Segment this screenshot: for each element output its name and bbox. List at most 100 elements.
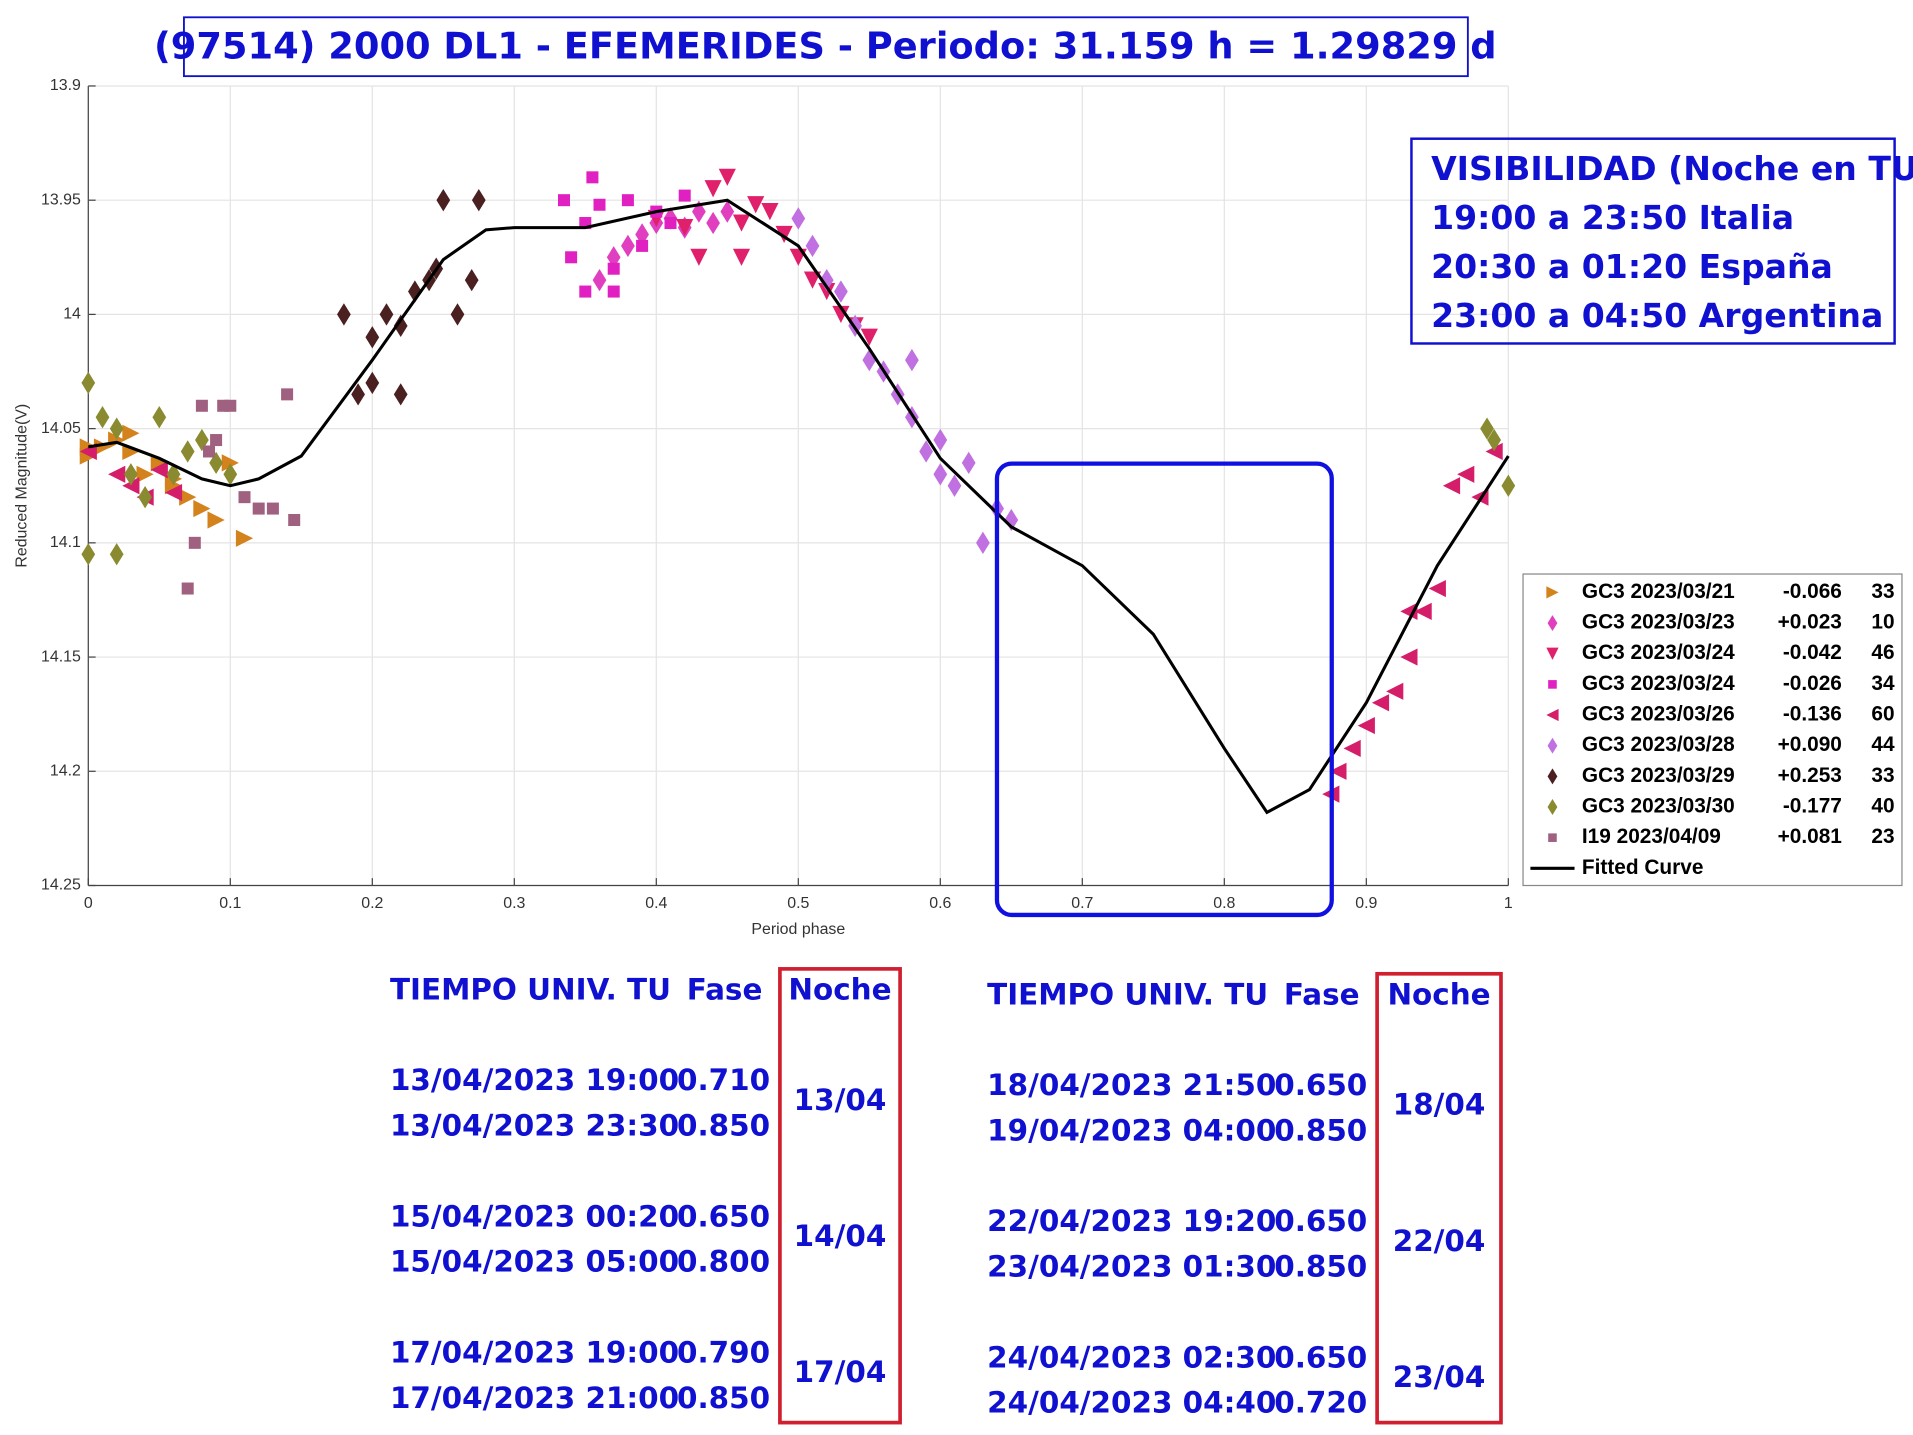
night-box — [778, 967, 902, 1425]
data-point — [181, 582, 194, 595]
y-tick-label: 13.95 — [41, 191, 81, 208]
data-point — [860, 328, 878, 346]
x-tick-label: 1 — [1504, 895, 1513, 912]
data-point — [1329, 762, 1347, 780]
table-header: TIEMPO UNIV. TU — [987, 977, 1268, 1011]
data-point — [281, 388, 294, 401]
data-point — [704, 180, 722, 198]
legend-label: GC3 2023/03/23 — [1582, 611, 1735, 634]
data-point — [1400, 602, 1418, 620]
visibility-line: 20:30 a 01:20 España — [1431, 247, 1833, 286]
data-point — [193, 499, 211, 518]
data-point — [179, 488, 197, 506]
legend-offset: -0.066 — [1783, 580, 1842, 603]
data-point — [164, 484, 183, 502]
time-cell: 17/04/2023 19:00 — [390, 1335, 679, 1369]
data-point — [188, 536, 201, 549]
legend-marker — [1548, 833, 1557, 842]
table-header: Noche — [1387, 977, 1490, 1011]
data-point — [109, 417, 124, 440]
time-cell: 13/04/2023 23:30 — [390, 1109, 679, 1143]
phase-cell: 0.720 — [1274, 1386, 1367, 1420]
x-tick-label: 0.8 — [1213, 895, 1235, 912]
data-point — [138, 485, 152, 509]
visibility-box — [1410, 137, 1896, 345]
data-point — [947, 474, 962, 497]
legend-count: 34 — [1871, 672, 1895, 695]
legend-count: 60 — [1871, 703, 1894, 726]
data-point — [775, 225, 793, 244]
legend-label: GC3 2023/03/21 — [1582, 580, 1735, 603]
data-point — [706, 211, 720, 235]
data-point — [676, 219, 694, 237]
legend-marker — [1547, 799, 1558, 815]
visibility-line: 19:00 a 23:50 Italia — [1431, 198, 1794, 237]
legend-label: Fitted Curve — [1582, 856, 1704, 879]
night-cell: 18/04 — [1393, 1088, 1486, 1122]
phase-cell: 0.650 — [677, 1199, 770, 1233]
data-point — [471, 189, 486, 212]
legend-count: 46 — [1871, 641, 1894, 664]
legend-offset: -0.026 — [1783, 672, 1842, 695]
data-point — [718, 168, 736, 186]
legend-label: GC3 2023/03/26 — [1582, 703, 1735, 726]
time-cell: 22/04/2023 19:20 — [987, 1204, 1276, 1238]
night-cell: 23/04 — [1393, 1360, 1486, 1394]
data-point — [557, 194, 571, 207]
data-point — [436, 189, 451, 212]
legend-box — [1522, 573, 1903, 887]
data-point — [579, 285, 592, 298]
x-tick-label: 0.4 — [645, 895, 667, 912]
table-header: Fase — [687, 972, 763, 1006]
phase-cell: 0.850 — [677, 1109, 770, 1143]
phase-cell: 0.710 — [677, 1063, 770, 1097]
data-point — [1501, 474, 1516, 497]
legend-label: GC3 2023/03/24 — [1582, 672, 1735, 695]
x-tick-label: 0.5 — [787, 895, 809, 912]
time-cell: 24/04/2023 02:30 — [987, 1340, 1276, 1374]
data-point — [732, 214, 751, 232]
data-point — [690, 248, 708, 266]
data-point — [393, 314, 408, 337]
legend-offset: -0.136 — [1783, 703, 1842, 726]
night-cell: 17/04 — [794, 1355, 887, 1389]
legend-marker — [1547, 737, 1558, 754]
data-point — [805, 234, 820, 258]
chart-title: (97514) 2000 DL1 - EFEMERIDES - Periodo:… — [154, 24, 1497, 67]
data-point — [393, 383, 408, 406]
time-cell: 17/04/2023 21:00 — [390, 1381, 679, 1415]
table-header: Fase — [1284, 977, 1360, 1011]
time-cell: 15/04/2023 05:00 — [390, 1245, 679, 1279]
data-point — [1386, 682, 1404, 700]
time-cell: 15/04/2023 00:20 — [390, 1199, 679, 1233]
y-tick-label: 14 — [63, 306, 81, 323]
visibility-title: VISIBILIDAD (Noche en TU) — [1431, 149, 1913, 188]
x-axis-label: Period phase — [751, 921, 845, 938]
legend-offset: +0.090 — [1778, 733, 1842, 756]
data-point — [919, 440, 933, 463]
data-point — [408, 280, 422, 303]
phase-cell: 0.850 — [677, 1381, 770, 1415]
legend-offset: -0.042 — [1783, 641, 1842, 664]
data-point — [678, 189, 691, 202]
data-point — [1457, 465, 1475, 483]
plot: 13.9 13.95 14 14.05 14.1 14.15 14.2 14.250 0.1 0.… — [13, 77, 1516, 938]
data-point — [235, 529, 254, 547]
time-cell: 24/04/2023 04:40 — [987, 1386, 1276, 1420]
legend-marker — [1547, 615, 1558, 632]
y-tick-label: 14.05 — [41, 420, 81, 437]
data-point — [819, 268, 834, 292]
legend-marker — [1546, 647, 1559, 660]
data-point — [1414, 602, 1432, 620]
data-point — [379, 303, 394, 326]
data-point — [150, 461, 168, 479]
data-point — [1428, 579, 1446, 598]
legend-marker — [1546, 586, 1559, 599]
data-point — [81, 371, 96, 395]
y-axis-label: Reduced Magnitude(V) — [13, 404, 30, 568]
data-point — [81, 543, 96, 566]
data-point — [607, 285, 620, 298]
data-point — [1371, 694, 1390, 712]
legend-offset: -0.177 — [1783, 795, 1842, 818]
